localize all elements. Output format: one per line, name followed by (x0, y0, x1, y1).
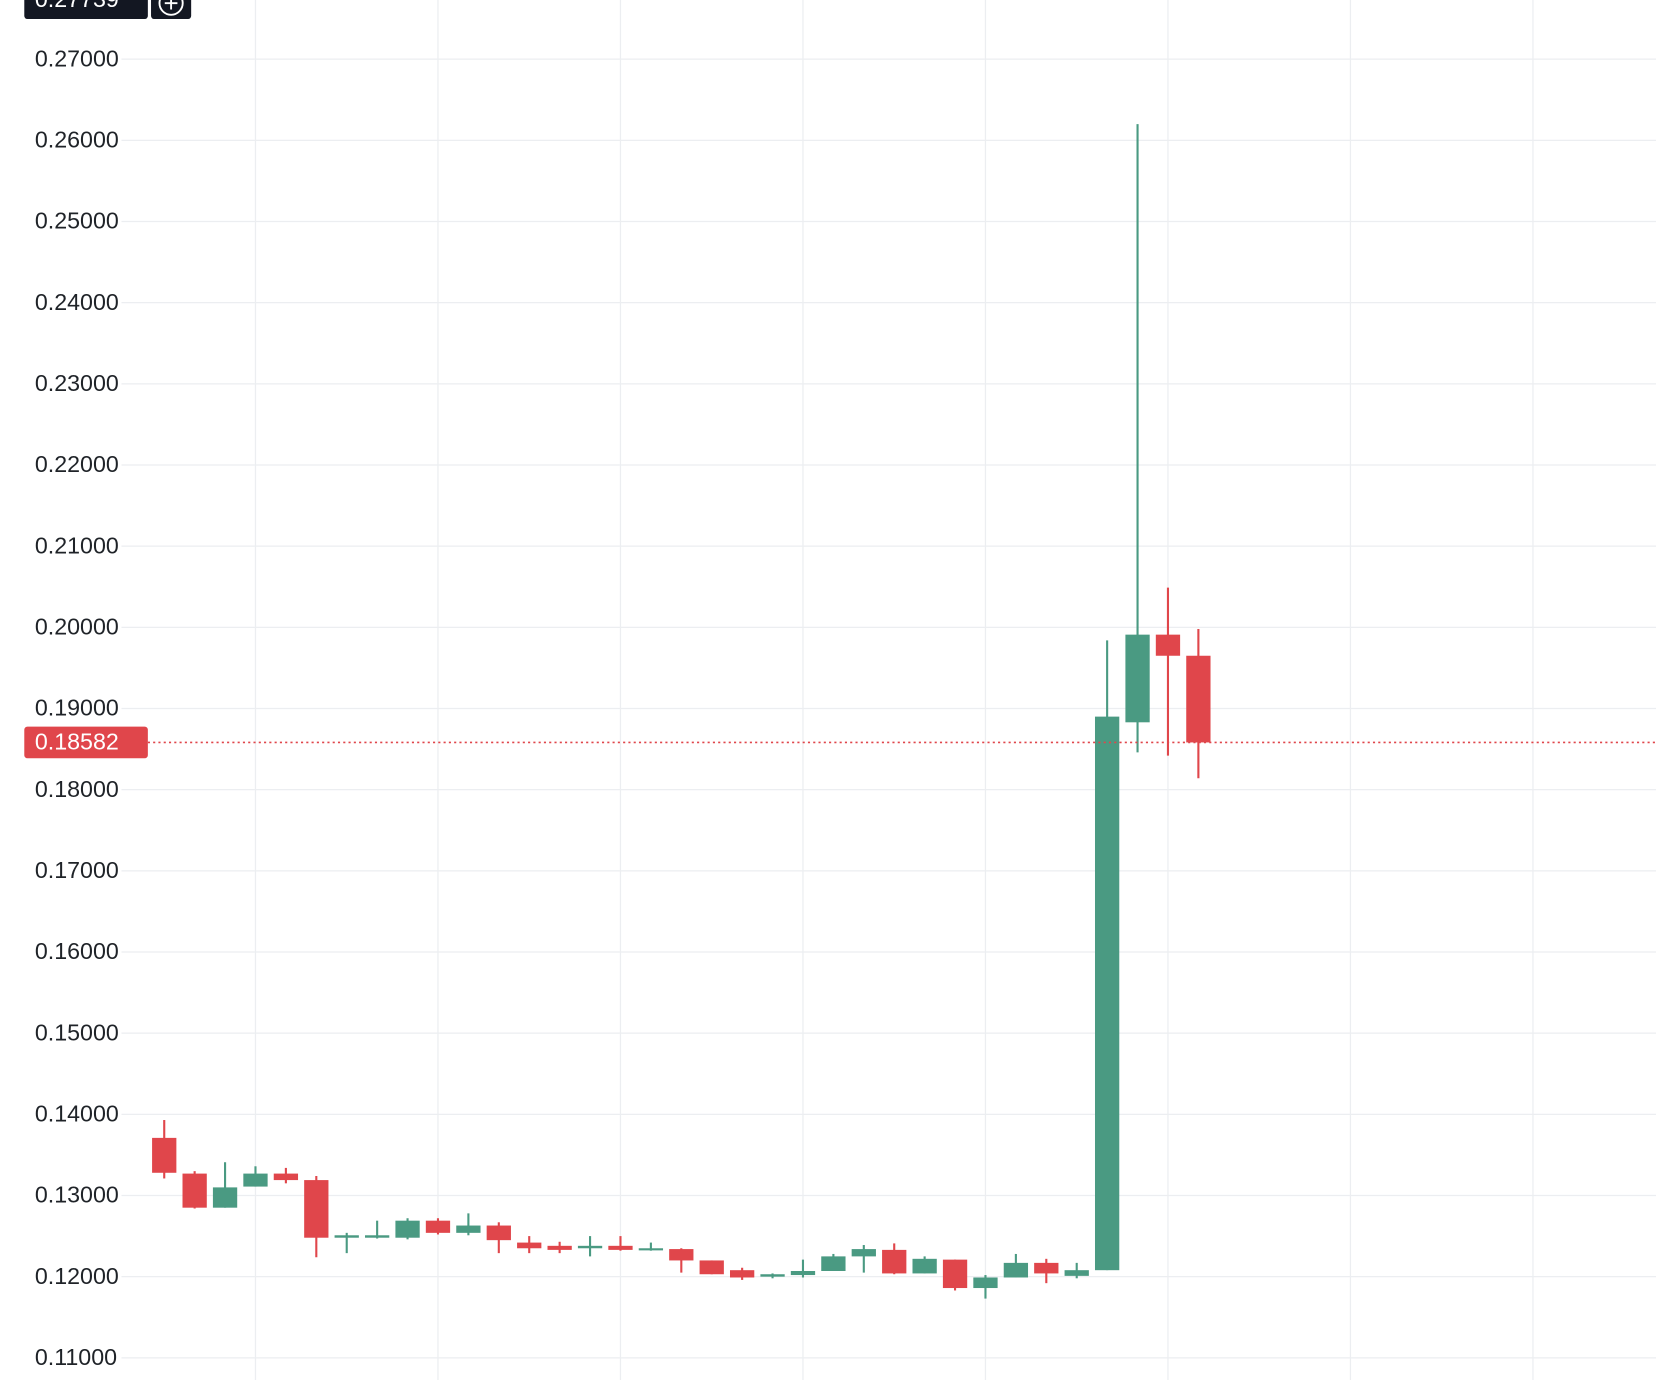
y-tick-label: 0.23000 (35, 370, 119, 396)
y-tick-label: 0.25000 (35, 208, 119, 234)
candle-body (760, 1274, 785, 1277)
candle-body (395, 1220, 420, 1238)
candle-body (912, 1258, 937, 1274)
y-tick-label: 0.14000 (35, 1101, 119, 1127)
candle-body (942, 1259, 968, 1289)
y-tick-label: 0.15000 (35, 1019, 119, 1045)
candle-body (729, 1270, 755, 1278)
candle-body (882, 1249, 907, 1274)
candle-body (456, 1225, 481, 1233)
candle-body (1064, 1270, 1089, 1276)
candle-body (1034, 1262, 1059, 1274)
candle-body (304, 1180, 329, 1238)
candle-body (425, 1220, 451, 1233)
y-tick-label: 0.13000 (35, 1182, 119, 1208)
candle-body (699, 1260, 724, 1275)
candle-body (182, 1173, 207, 1208)
candle-body (790, 1270, 816, 1276)
y-tick-label: 0.18000 (35, 776, 119, 802)
candle-body (486, 1225, 511, 1241)
candle-body (547, 1245, 572, 1250)
crosshair-label: 0.27739 (35, 0, 119, 12)
candle-body (669, 1249, 694, 1261)
candle-body (1125, 634, 1150, 723)
y-tick-label: 0.11000 (35, 1344, 117, 1370)
candle-body (152, 1137, 177, 1173)
y-tick-label: 0.26000 (35, 127, 119, 153)
candle-body (577, 1245, 603, 1249)
candle-body (364, 1235, 390, 1238)
y-tick-label: 0.24000 (35, 289, 119, 315)
crosshair-box (24, 0, 148, 20)
candle-body (973, 1277, 998, 1289)
candles (147, 124, 1656, 1299)
y-tick-label: 0.27000 (35, 45, 119, 71)
candle-body (1094, 716, 1120, 1271)
y-tick-label: 0.22000 (35, 451, 119, 477)
y-tick-label: 0.16000 (35, 938, 119, 964)
last-price-box (24, 726, 148, 759)
candle-body (517, 1242, 542, 1249)
crosshair-add-icon (158, 0, 184, 16)
candle-body (1155, 634, 1181, 656)
y-tick-label: 0.21000 (35, 532, 119, 558)
y-tick-label: 0.17000 (35, 857, 119, 883)
candle-body (334, 1235, 359, 1238)
y-tick-label: 0.20000 (35, 614, 119, 640)
candle-body (1186, 655, 1211, 743)
candle-body (1003, 1262, 1029, 1278)
candle-body (212, 1187, 238, 1208)
candle-body (273, 1173, 299, 1181)
candle-body (608, 1245, 633, 1250)
axis-labels: 0.11000 0.12000 0.13000 0.14000 0.15000 0.160… (24, 0, 192, 1370)
last-price-label: 0.18582 (35, 729, 119, 755)
candle-body (821, 1256, 846, 1271)
candle-body (851, 1249, 876, 1257)
candle-body (243, 1173, 268, 1187)
y-tick-label: 0.12000 (35, 1263, 119, 1289)
candle-body (638, 1248, 664, 1251)
grid (121, 0, 1656, 1380)
y-tick-label: 0.19000 (35, 695, 119, 721)
